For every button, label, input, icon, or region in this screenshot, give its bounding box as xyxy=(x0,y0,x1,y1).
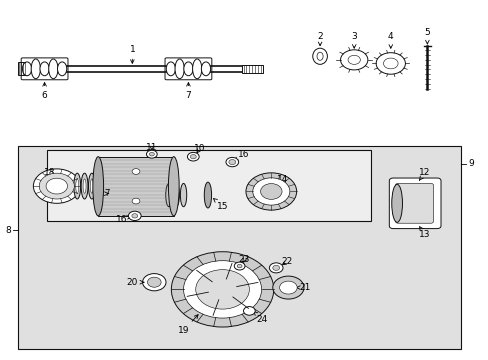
Ellipse shape xyxy=(201,62,210,76)
Text: 14: 14 xyxy=(274,175,287,187)
Text: 16: 16 xyxy=(234,150,249,161)
Circle shape xyxy=(142,274,165,291)
Ellipse shape xyxy=(180,183,186,207)
Text: 6: 6 xyxy=(41,82,47,100)
Circle shape xyxy=(33,169,80,203)
Bar xyxy=(18,146,461,348)
Circle shape xyxy=(228,159,235,165)
Ellipse shape xyxy=(183,62,193,76)
Circle shape xyxy=(347,55,360,64)
Ellipse shape xyxy=(90,179,93,193)
Text: 20: 20 xyxy=(126,278,143,287)
Text: 10: 10 xyxy=(194,144,205,153)
Ellipse shape xyxy=(81,173,88,199)
Text: 9: 9 xyxy=(468,159,473,168)
FancyBboxPatch shape xyxy=(395,183,432,223)
Text: 2: 2 xyxy=(317,32,322,46)
Bar xyxy=(0,1,488,139)
Ellipse shape xyxy=(391,184,402,222)
Text: 19: 19 xyxy=(178,315,198,335)
Bar xyxy=(18,62,26,75)
Text: 15: 15 xyxy=(213,198,228,211)
Circle shape xyxy=(245,173,296,210)
Ellipse shape xyxy=(312,48,327,64)
Circle shape xyxy=(147,277,161,287)
Text: 3: 3 xyxy=(350,32,356,48)
Circle shape xyxy=(383,58,397,69)
Text: 7: 7 xyxy=(185,82,191,100)
Ellipse shape xyxy=(49,59,58,79)
Circle shape xyxy=(132,198,140,204)
Text: 11: 11 xyxy=(146,143,157,152)
Circle shape xyxy=(252,178,289,205)
Text: 22: 22 xyxy=(281,257,292,266)
Ellipse shape xyxy=(192,59,202,79)
Ellipse shape xyxy=(175,59,184,79)
Bar xyxy=(47,149,370,221)
Ellipse shape xyxy=(22,62,32,76)
Ellipse shape xyxy=(76,179,79,193)
Text: 5: 5 xyxy=(424,28,429,44)
Circle shape xyxy=(187,152,199,161)
Text: 18: 18 xyxy=(43,168,55,182)
Ellipse shape xyxy=(83,179,86,193)
Ellipse shape xyxy=(204,182,211,208)
Circle shape xyxy=(149,152,154,156)
Ellipse shape xyxy=(166,62,175,76)
Bar xyxy=(98,157,173,216)
Circle shape xyxy=(39,173,74,199)
Text: 23: 23 xyxy=(238,255,250,264)
Text: 8: 8 xyxy=(5,226,11,235)
Text: 21: 21 xyxy=(296,283,310,292)
Ellipse shape xyxy=(58,62,66,76)
Circle shape xyxy=(272,265,279,270)
Ellipse shape xyxy=(93,157,103,216)
Circle shape xyxy=(183,261,261,318)
Circle shape xyxy=(375,53,405,74)
Text: 4: 4 xyxy=(387,32,393,48)
Text: 24: 24 xyxy=(253,311,266,324)
Circle shape xyxy=(237,264,242,268)
Ellipse shape xyxy=(173,183,179,207)
Ellipse shape xyxy=(165,183,172,207)
Circle shape xyxy=(128,211,141,221)
FancyBboxPatch shape xyxy=(388,178,440,229)
Circle shape xyxy=(260,184,282,199)
Ellipse shape xyxy=(88,173,95,199)
Circle shape xyxy=(243,307,255,315)
Circle shape xyxy=(272,276,304,299)
Circle shape xyxy=(340,50,367,70)
Circle shape xyxy=(146,150,157,158)
Circle shape xyxy=(234,262,244,270)
Circle shape xyxy=(195,270,249,309)
Text: 17: 17 xyxy=(100,189,111,198)
Circle shape xyxy=(132,214,138,218)
Circle shape xyxy=(269,263,283,273)
Circle shape xyxy=(46,178,67,194)
Ellipse shape xyxy=(74,173,81,199)
Circle shape xyxy=(190,154,196,159)
Circle shape xyxy=(225,157,238,167)
Ellipse shape xyxy=(40,62,49,76)
Ellipse shape xyxy=(31,59,41,79)
Circle shape xyxy=(171,252,273,327)
Circle shape xyxy=(279,281,297,294)
Text: 12: 12 xyxy=(418,168,430,180)
Ellipse shape xyxy=(316,52,323,60)
Text: 1: 1 xyxy=(129,45,135,63)
Bar xyxy=(242,64,262,73)
Ellipse shape xyxy=(168,157,179,216)
Circle shape xyxy=(132,168,140,174)
Text: 16: 16 xyxy=(116,215,130,224)
Text: 13: 13 xyxy=(418,227,430,239)
